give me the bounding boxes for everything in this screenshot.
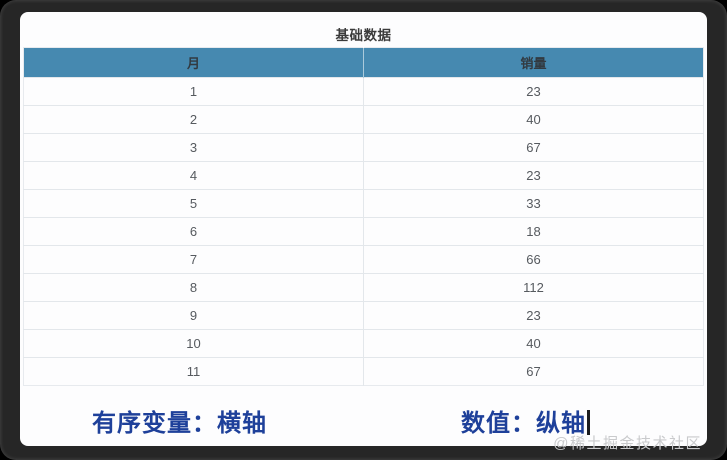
table-cell: 40: [363, 105, 704, 134]
table-cell: 67: [363, 357, 704, 386]
table-row: 3 67: [23, 133, 704, 162]
table-cell: 9: [23, 301, 364, 330]
column-header-month: 月: [23, 47, 364, 78]
data-table: 月 销量 1 23 2 40 3 67 4 23 5 33 6 18 7 66 8 112 9 23 10 40 11 6…: [23, 47, 704, 386]
table-row: 9 23: [23, 301, 704, 330]
table-cell: 7: [23, 245, 364, 274]
table-cell: 18: [363, 217, 704, 246]
table-cell: 4: [23, 161, 364, 190]
table-row: 10 40: [23, 329, 704, 358]
table-row: 8 112: [23, 273, 704, 302]
table-cell: 40: [363, 329, 704, 358]
table-cell: 66: [363, 245, 704, 274]
table-cell: 8: [23, 273, 364, 302]
table-header-row: 月 销量: [23, 47, 704, 78]
annotation-y-axis[interactable]: 数值：纵轴: [461, 403, 590, 438]
table-row: 2 40: [23, 105, 704, 134]
table-cell: 11: [23, 357, 364, 386]
table-row: 11 67: [23, 357, 704, 386]
table-cell: 23: [363, 161, 704, 190]
table-cell: 33: [363, 189, 704, 218]
table-cell: 1: [23, 77, 364, 106]
content-panel: 基础数据 月 销量 1 23 2 40 3 67 4 23 5 33 6 18 7 66 8 112 9 23 10…: [20, 12, 707, 446]
column-header-sales: 销量: [363, 47, 704, 78]
text-cursor: [587, 410, 590, 435]
table-cell: 2: [23, 105, 364, 134]
table-cell: 112: [363, 273, 704, 302]
table-row: 6 18: [23, 217, 704, 246]
table-cell: 5: [23, 189, 364, 218]
annotation-bar: 有序变量：横轴 数值：纵轴: [20, 396, 707, 446]
table-cell: 67: [363, 133, 704, 162]
table-header: 月 销量: [23, 47, 704, 78]
annotation-y-axis-text: 数值：纵轴: [461, 410, 586, 437]
table-row: 5 33: [23, 189, 704, 218]
table-cell: 10: [23, 329, 364, 358]
table-cell: 6: [23, 217, 364, 246]
table-row: 4 23: [23, 161, 704, 190]
table-cell: 23: [363, 77, 704, 106]
table-title: 基础数据: [335, 28, 392, 43]
annotation-x-axis: 有序变量：横轴: [92, 410, 267, 437]
table-body: 1 23 2 40 3 67 4 23 5 33 6 18 7 66 8 112 9 23 10 40 11 67: [23, 77, 704, 386]
table-cell: 23: [363, 301, 704, 330]
table-cell: 3: [23, 133, 364, 162]
watermark: @稀土掘金技术社区: [553, 435, 702, 452]
table-row: 7 66: [23, 245, 704, 274]
table-row: 1 23: [23, 77, 704, 106]
